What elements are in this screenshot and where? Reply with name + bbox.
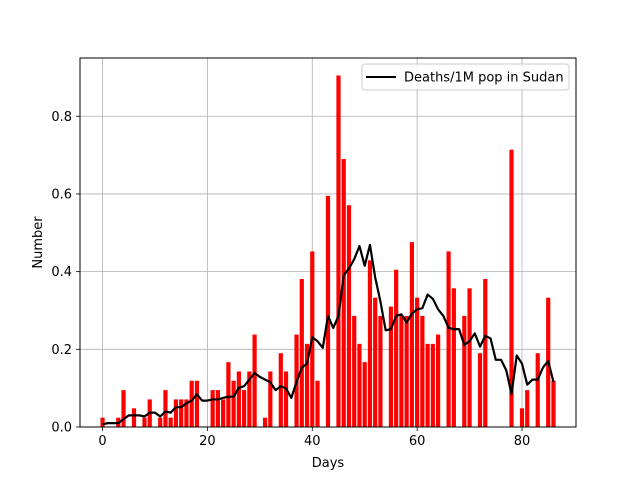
bar: [394, 269, 399, 427]
y-tick-label: 0.0: [51, 421, 72, 436]
bar: [551, 380, 556, 427]
bar: [278, 353, 283, 427]
bar: [362, 362, 367, 427]
bar: [231, 380, 236, 427]
x-tick-label: 60: [409, 434, 426, 449]
bar: [462, 315, 467, 427]
bar: [525, 390, 530, 427]
bar: [142, 417, 147, 427]
bar: [158, 417, 163, 427]
y-tick-label: 0.8: [51, 110, 72, 125]
y-axis-label: Number: [31, 216, 46, 269]
bar-series: [100, 75, 556, 428]
y-tick-label: 0.2: [51, 343, 72, 358]
bar: [121, 390, 126, 427]
bar: [304, 343, 310, 427]
bar: [373, 297, 378, 427]
bar: [131, 408, 137, 427]
x-tick-label: 0: [98, 434, 106, 449]
x-tick-label: 80: [514, 434, 531, 449]
bar: [425, 343, 430, 427]
bar: [210, 390, 215, 427]
bar: [221, 399, 226, 427]
bar: [352, 315, 357, 427]
y-tick-label: 0.6: [51, 187, 72, 202]
series-line: [102, 243, 555, 426]
bar: [420, 315, 425, 427]
bar: [194, 380, 200, 427]
x-tick-label: 40: [304, 434, 321, 449]
bar: [262, 417, 268, 427]
bar: [336, 75, 341, 428]
bar: [215, 390, 220, 427]
bar: [168, 417, 173, 427]
bar: [236, 371, 241, 427]
bar: [100, 417, 105, 427]
bar: [283, 371, 289, 427]
legend-label: Deaths/1M pop in Sudan: [404, 71, 564, 86]
bar: [367, 260, 373, 427]
bar: [184, 399, 189, 427]
bar: [315, 380, 320, 427]
bar: [519, 408, 525, 427]
bar: [399, 315, 404, 427]
bar: [247, 371, 252, 427]
bar: [346, 205, 352, 427]
bar: [189, 380, 194, 427]
plot-frame: [79, 57, 577, 428]
x-axis-label: Days: [312, 456, 345, 471]
bar: [446, 251, 451, 427]
bar: [415, 297, 420, 427]
bar: [325, 195, 331, 427]
bar: [163, 390, 168, 427]
bar: [430, 343, 435, 427]
x-tick-label: 20: [199, 434, 216, 449]
bar: [483, 279, 488, 427]
legend: Deaths/1M pop in Sudan: [361, 63, 570, 91]
bar: [509, 149, 514, 428]
bar: [341, 158, 346, 427]
bar: [378, 315, 383, 427]
bar: [252, 334, 257, 427]
bar: [268, 371, 273, 427]
bar: [467, 288, 472, 427]
bar: [451, 288, 456, 427]
bar: [173, 399, 179, 427]
bar: [388, 306, 394, 427]
y-tick-label: 0.4: [51, 265, 72, 280]
bar: [535, 353, 540, 427]
legend-box: [361, 63, 570, 91]
ticks: 0 20 40 60 80 0.0 0.2 0.4 0.6 0.8: [51, 110, 530, 449]
bar: [436, 334, 441, 427]
bar: [357, 343, 362, 427]
line-series: [102, 243, 555, 426]
bar: [299, 279, 304, 427]
bar: [404, 315, 409, 427]
bar: [242, 390, 247, 427]
bar: [477, 353, 483, 427]
bar: [226, 362, 231, 427]
bar: [409, 242, 414, 427]
bar: [179, 399, 184, 427]
